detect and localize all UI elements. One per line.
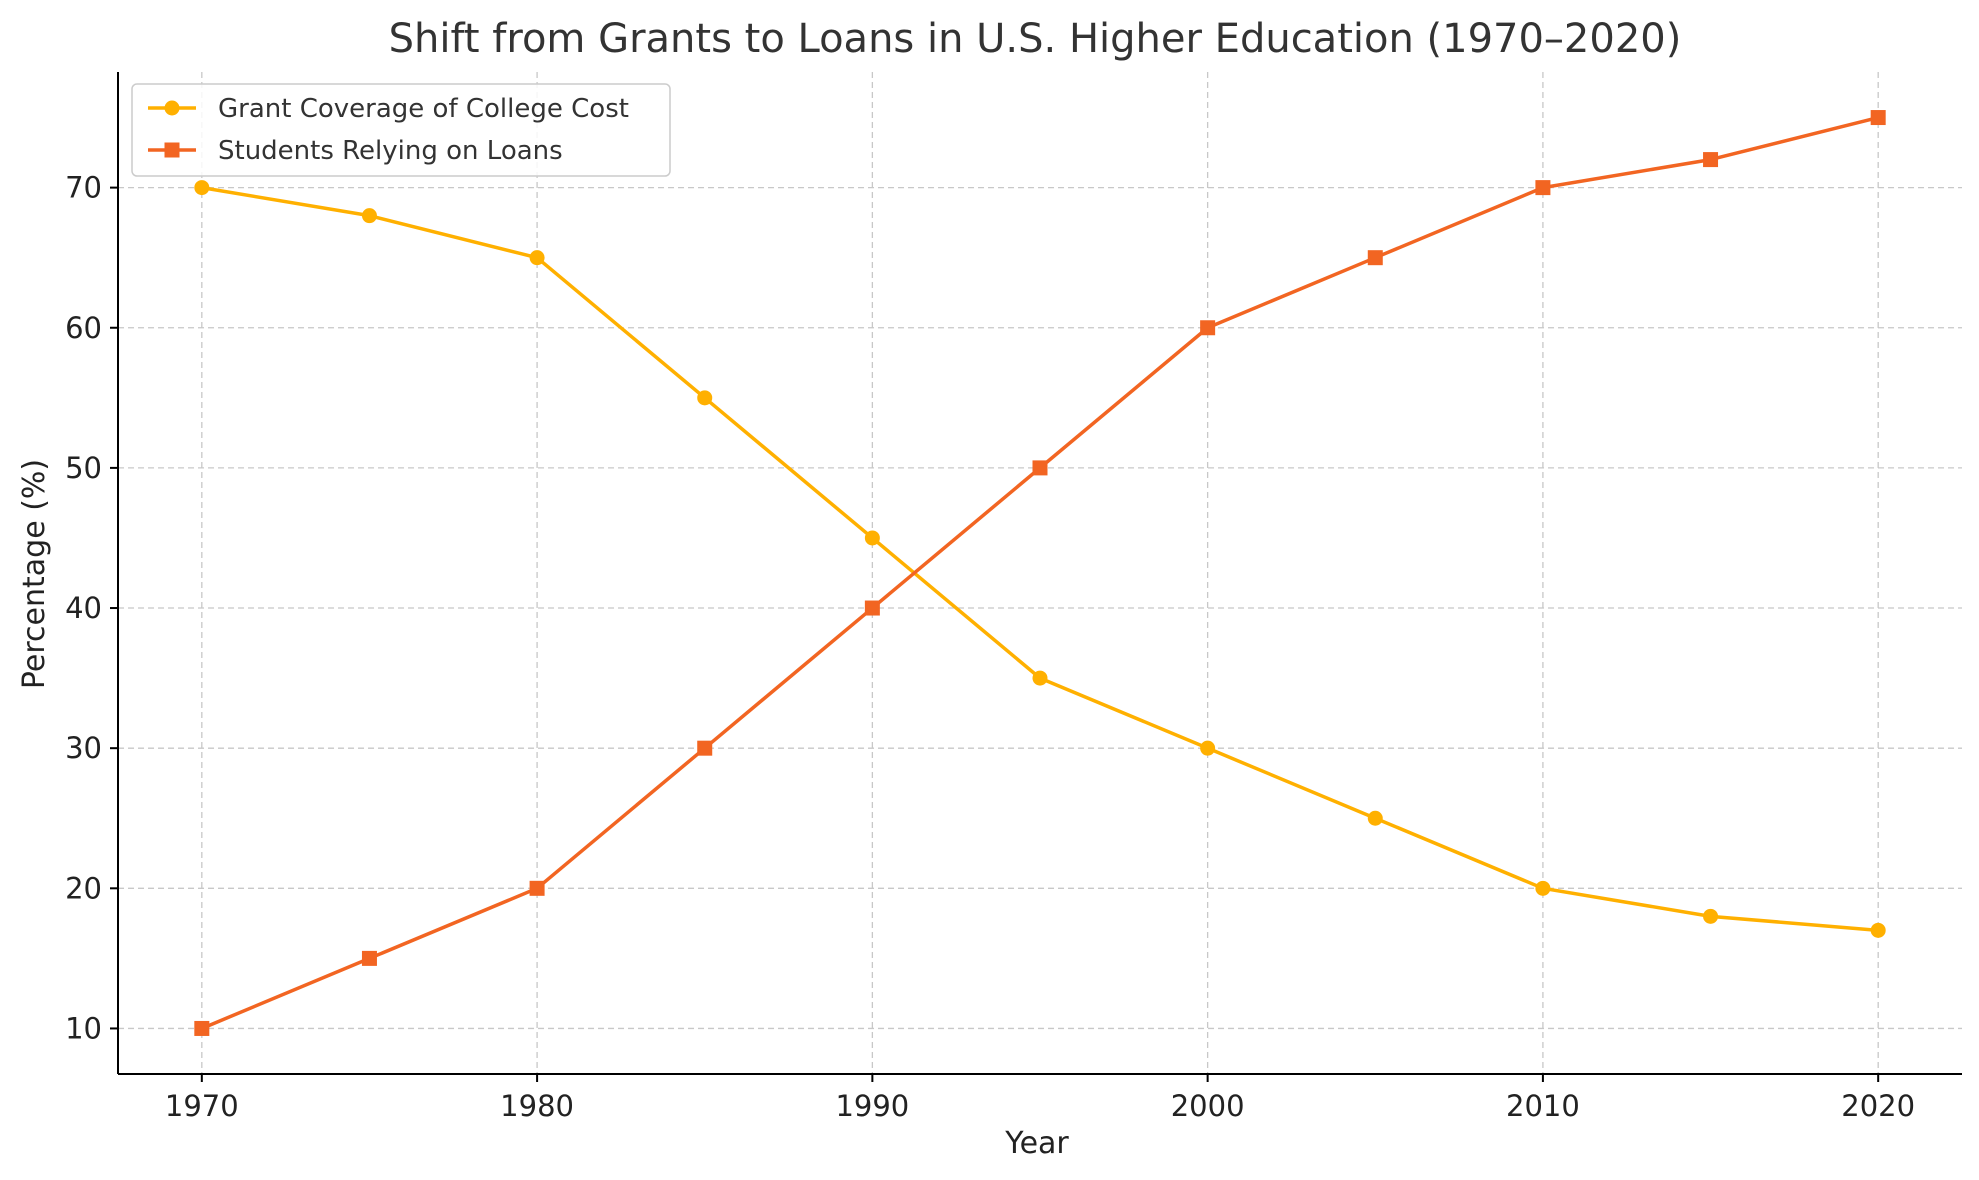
y-tick-label: 60 — [65, 311, 102, 345]
data-point-marker — [361, 208, 377, 224]
data-point-marker — [1703, 152, 1719, 168]
legend-item: Grant Coverage of College Cost — [148, 94, 629, 124]
x-tick-label: 1990 — [835, 1089, 909, 1123]
x-tick-label: 2010 — [1506, 1089, 1580, 1123]
series-layer — [194, 110, 1886, 1036]
data-point-marker — [529, 250, 545, 266]
data-point-marker — [1535, 880, 1551, 896]
series-2 — [194, 110, 1886, 1036]
series-line — [201, 115, 1879, 1031]
legend-label: Grant Coverage of College Cost — [218, 94, 629, 124]
series-1 — [194, 180, 1886, 938]
y-tick-label: 70 — [65, 171, 102, 205]
data-point-marker — [1870, 922, 1886, 938]
data-point-marker — [697, 740, 713, 756]
x-tick-label: 1980 — [500, 1089, 574, 1123]
data-point-marker — [1703, 908, 1719, 924]
data-point-marker — [1367, 250, 1383, 266]
y-tick-label: 30 — [65, 731, 102, 765]
y-axis-label: Percentage (%) — [17, 459, 52, 689]
data-point-marker — [1535, 180, 1551, 196]
x-tick-label: 1970 — [165, 1089, 239, 1123]
data-point-marker — [194, 180, 210, 196]
y-tick-label: 20 — [65, 871, 102, 905]
data-point-marker — [864, 530, 880, 546]
data-point-marker — [1032, 670, 1048, 686]
y-tick-label: 10 — [65, 1011, 102, 1045]
legend-label: Students Relying on Loans — [218, 136, 563, 166]
legend-box — [131, 83, 671, 177]
series-line — [201, 185, 1879, 933]
x-tick-label: 2000 — [1171, 1089, 1245, 1123]
chart-title: Shift from Grants to Loans in U.S. Highe… — [389, 16, 1682, 62]
data-point-marker — [864, 600, 880, 616]
axes: 1970 1980 1990 2000 2010 2020 10 20 30 40 50 60 70 — [65, 72, 1962, 1123]
data-point-marker — [1200, 320, 1216, 336]
x-axis-label: Year — [1004, 1126, 1069, 1161]
data-point-marker — [1032, 460, 1048, 476]
data-point-marker — [529, 880, 545, 896]
data-point-marker — [1200, 740, 1216, 756]
data-point-marker — [361, 950, 377, 966]
data-point-marker — [697, 390, 713, 406]
data-point-marker — [1870, 110, 1886, 126]
legend: Grant Coverage of College Cost Students R… — [131, 83, 671, 177]
legend-item: Students Relying on Loans — [148, 136, 563, 166]
legend-swatch-marker — [164, 100, 180, 116]
y-tick-label: 50 — [65, 451, 102, 485]
x-tick-label: 2020 — [1841, 1089, 1915, 1123]
data-point-marker — [194, 1020, 210, 1036]
data-point-marker — [1367, 810, 1383, 826]
y-tick-label: 40 — [65, 591, 102, 625]
legend-swatch-marker — [164, 142, 180, 158]
